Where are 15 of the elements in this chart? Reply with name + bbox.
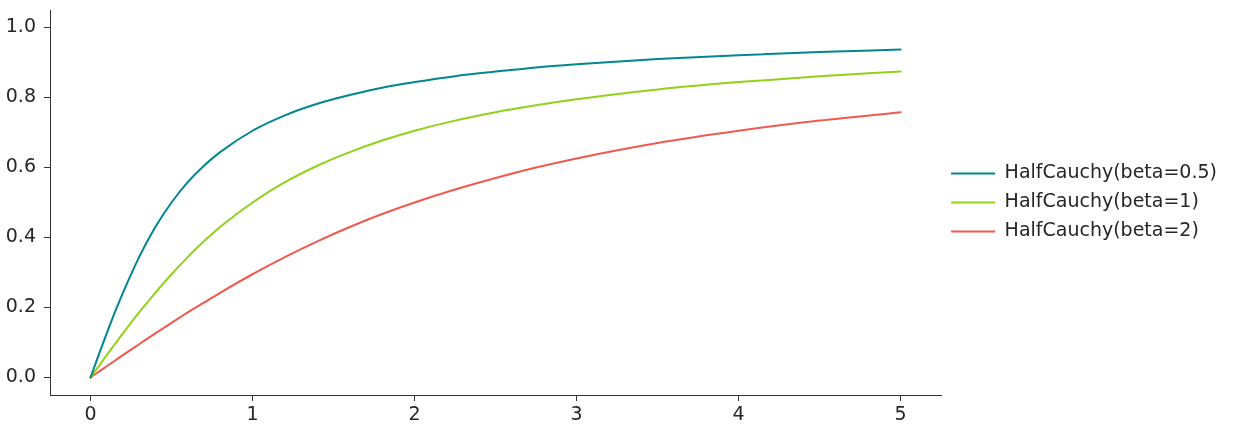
- y-tick-label: 0.0: [5, 364, 36, 387]
- x-tick-label: 0: [84, 402, 97, 425]
- x-tick-label: 2: [408, 402, 421, 425]
- x-tick-label: 5: [894, 402, 907, 425]
- x-tick-label: 3: [570, 402, 583, 425]
- y-tick-label: 0.8: [5, 84, 36, 107]
- x-tick-label: 4: [732, 402, 745, 425]
- y-tick-label: 0.6: [5, 154, 36, 177]
- y-tick-label: 0.4: [5, 224, 36, 247]
- y-tick-label: 1.0: [5, 14, 36, 37]
- legend-label: HalfCauchy(beta=1): [1004, 189, 1199, 212]
- legend-label: HalfCauchy(beta=0.5): [1004, 160, 1217, 183]
- legend-label: HalfCauchy(beta=2): [1004, 218, 1199, 241]
- x-tick-label: 1: [246, 402, 259, 425]
- y-tick-label: 0.2: [5, 294, 36, 317]
